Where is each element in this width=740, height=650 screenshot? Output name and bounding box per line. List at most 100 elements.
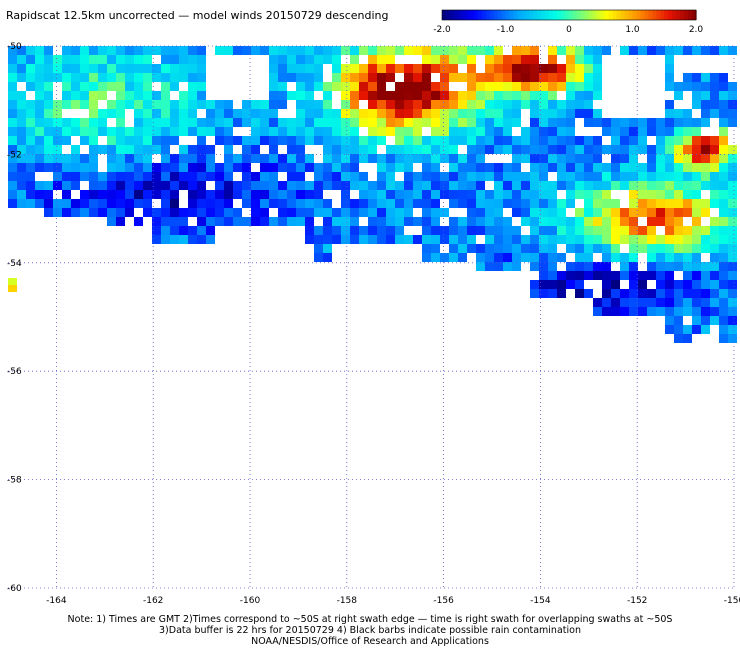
wind-cell [377, 172, 386, 181]
wind-cell [116, 208, 125, 217]
wind-cell [287, 55, 296, 64]
wind-cell [548, 289, 557, 298]
wind-cell [422, 91, 431, 100]
wind-cell [386, 82, 395, 91]
wind-cell [458, 64, 467, 73]
wind-cell [539, 208, 548, 217]
wind-cell [233, 118, 242, 127]
wind-cell [332, 91, 341, 100]
wind-cell [539, 82, 548, 91]
colorbar-segment [485, 10, 491, 20]
wind-cell [233, 172, 242, 181]
wind-cell [674, 334, 683, 343]
wind-cell [476, 154, 485, 163]
wind-cell [530, 181, 539, 190]
wind-cell [458, 127, 467, 136]
wind-cell [17, 154, 26, 163]
wind-cell [548, 64, 557, 73]
wind-cell [323, 181, 332, 190]
wind-cell [665, 55, 674, 64]
wind-cell [458, 109, 467, 118]
wind-cell [692, 244, 701, 253]
wind-cell [332, 145, 341, 154]
wind-cell [665, 280, 674, 289]
wind-cell [89, 118, 98, 127]
wind-cell [692, 289, 701, 298]
wind-cell [377, 100, 386, 109]
wind-cell [125, 190, 134, 199]
wind-cell [575, 82, 584, 91]
wind-cell [152, 118, 161, 127]
wind-cell [593, 181, 602, 190]
wind-cell [440, 172, 449, 181]
latitude-tick-label: -52 [7, 150, 22, 160]
colorbar-segment [652, 10, 657, 20]
wind-cell [485, 208, 494, 217]
colorbar-segment [449, 10, 455, 20]
wind-cell [665, 217, 674, 226]
wind-cell [71, 55, 80, 64]
wind-cell [62, 154, 71, 163]
wind-cell [512, 217, 521, 226]
wind-cell [35, 163, 44, 172]
wind-cell [674, 145, 683, 154]
wind-cell [125, 109, 134, 118]
wind-cell [332, 109, 341, 118]
wind-cell [728, 262, 737, 271]
colorbar-segment [644, 10, 649, 20]
wind-cell [467, 118, 476, 127]
wind-cell [206, 118, 215, 127]
wind-cell [575, 136, 584, 145]
wind-cell [197, 163, 206, 172]
wind-cell [593, 190, 602, 199]
wind-cell [359, 91, 368, 100]
longitude-tick-label: -152 [627, 596, 647, 606]
wind-cell [287, 172, 296, 181]
wind-cell [557, 208, 566, 217]
wind-cell [629, 145, 638, 154]
wind-cell [512, 145, 521, 154]
wind-cell [269, 172, 278, 181]
wind-cell [125, 64, 134, 73]
wind-cell [539, 262, 548, 271]
wind-cell [638, 46, 647, 55]
wind-cell [314, 163, 323, 172]
wind-cell [521, 154, 530, 163]
wind-cell [224, 127, 233, 136]
wind-cell [251, 208, 260, 217]
wind-cell [413, 118, 422, 127]
wind-cell [251, 136, 260, 145]
wind-cell [161, 172, 170, 181]
wind-cell [692, 73, 701, 82]
longitude-tick-label: -164 [46, 596, 67, 606]
wind-cell [656, 253, 665, 262]
wind-cell [656, 280, 665, 289]
wind-cell [512, 109, 521, 118]
wind-cell [386, 127, 395, 136]
wind-cell [341, 100, 350, 109]
wind-cell [260, 100, 269, 109]
wind-cell [584, 244, 593, 253]
wind-cell [593, 118, 602, 127]
wind-cell [674, 154, 683, 163]
wind-cell [674, 253, 683, 262]
wind-cell [260, 127, 269, 136]
wind-cell [728, 199, 737, 208]
wind-cell [359, 163, 368, 172]
wind-cell [440, 145, 449, 154]
wind-cell [134, 100, 143, 109]
wind-cell [368, 217, 377, 226]
wind-cell [260, 217, 269, 226]
wind-cell [260, 109, 269, 118]
wind-cell [98, 64, 107, 73]
wind-cell [287, 136, 296, 145]
wind-cell [143, 64, 152, 73]
wind-cell [512, 190, 521, 199]
wind-cell [305, 100, 314, 109]
wind-cell [62, 55, 71, 64]
wind-cell [710, 163, 719, 172]
wind-cell [584, 64, 593, 73]
wind-cell [422, 55, 431, 64]
wind-cell [692, 253, 701, 262]
wind-cell [395, 235, 404, 244]
